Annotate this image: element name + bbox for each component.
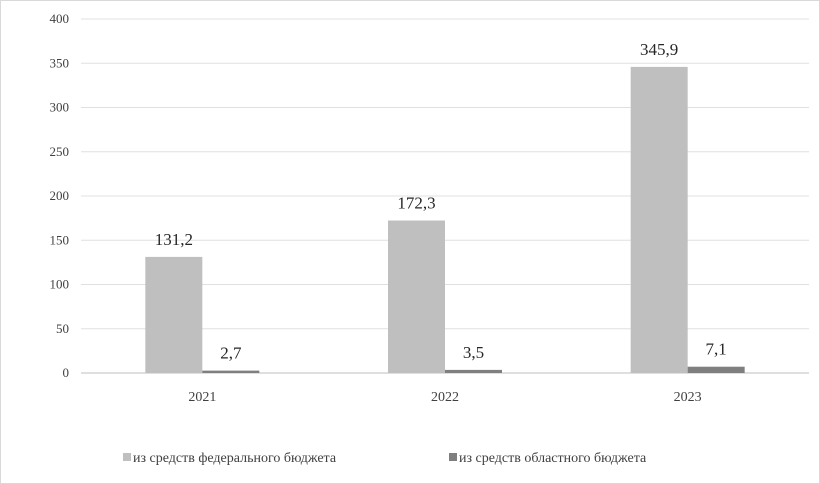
bar-2023-series-1 — [630, 66, 688, 373]
bar-2022-series-1 — [388, 220, 445, 373]
legend-swatch — [449, 453, 457, 461]
y-tick-label: 400 — [50, 11, 70, 26]
y-tick-label: 50 — [56, 321, 69, 336]
bar-2021-series-1 — [145, 256, 203, 373]
data-label: 172,3 — [397, 194, 435, 213]
x-tick-label: 2023 — [674, 390, 702, 405]
y-tick-label: 150 — [50, 232, 70, 247]
data-label: 2,7 — [220, 344, 242, 363]
legend-label: из средств федерального бюджета — [133, 451, 337, 466]
data-label: 3,5 — [463, 343, 484, 362]
y-tick-label: 100 — [50, 277, 70, 292]
data-label: 345,9 — [640, 40, 678, 59]
bar-2022-series-2 — [445, 369, 502, 373]
data-label: 131,2 — [155, 230, 193, 249]
x-tick-label: 2021 — [188, 390, 216, 405]
y-tick-label: 0 — [63, 365, 70, 380]
y-tick-label: 300 — [50, 100, 70, 115]
y-tick-label: 200 — [50, 188, 70, 203]
bar-2023-series-2 — [687, 366, 745, 373]
data-label: 7,1 — [706, 340, 727, 359]
bar-2021-series-2 — [202, 370, 260, 373]
legend-swatch — [123, 453, 131, 461]
x-tick-label: 2022 — [431, 390, 459, 405]
legend-label: из средств областного бюджета — [459, 451, 647, 466]
y-tick-label: 350 — [50, 55, 70, 70]
y-tick-label: 250 — [50, 144, 70, 159]
